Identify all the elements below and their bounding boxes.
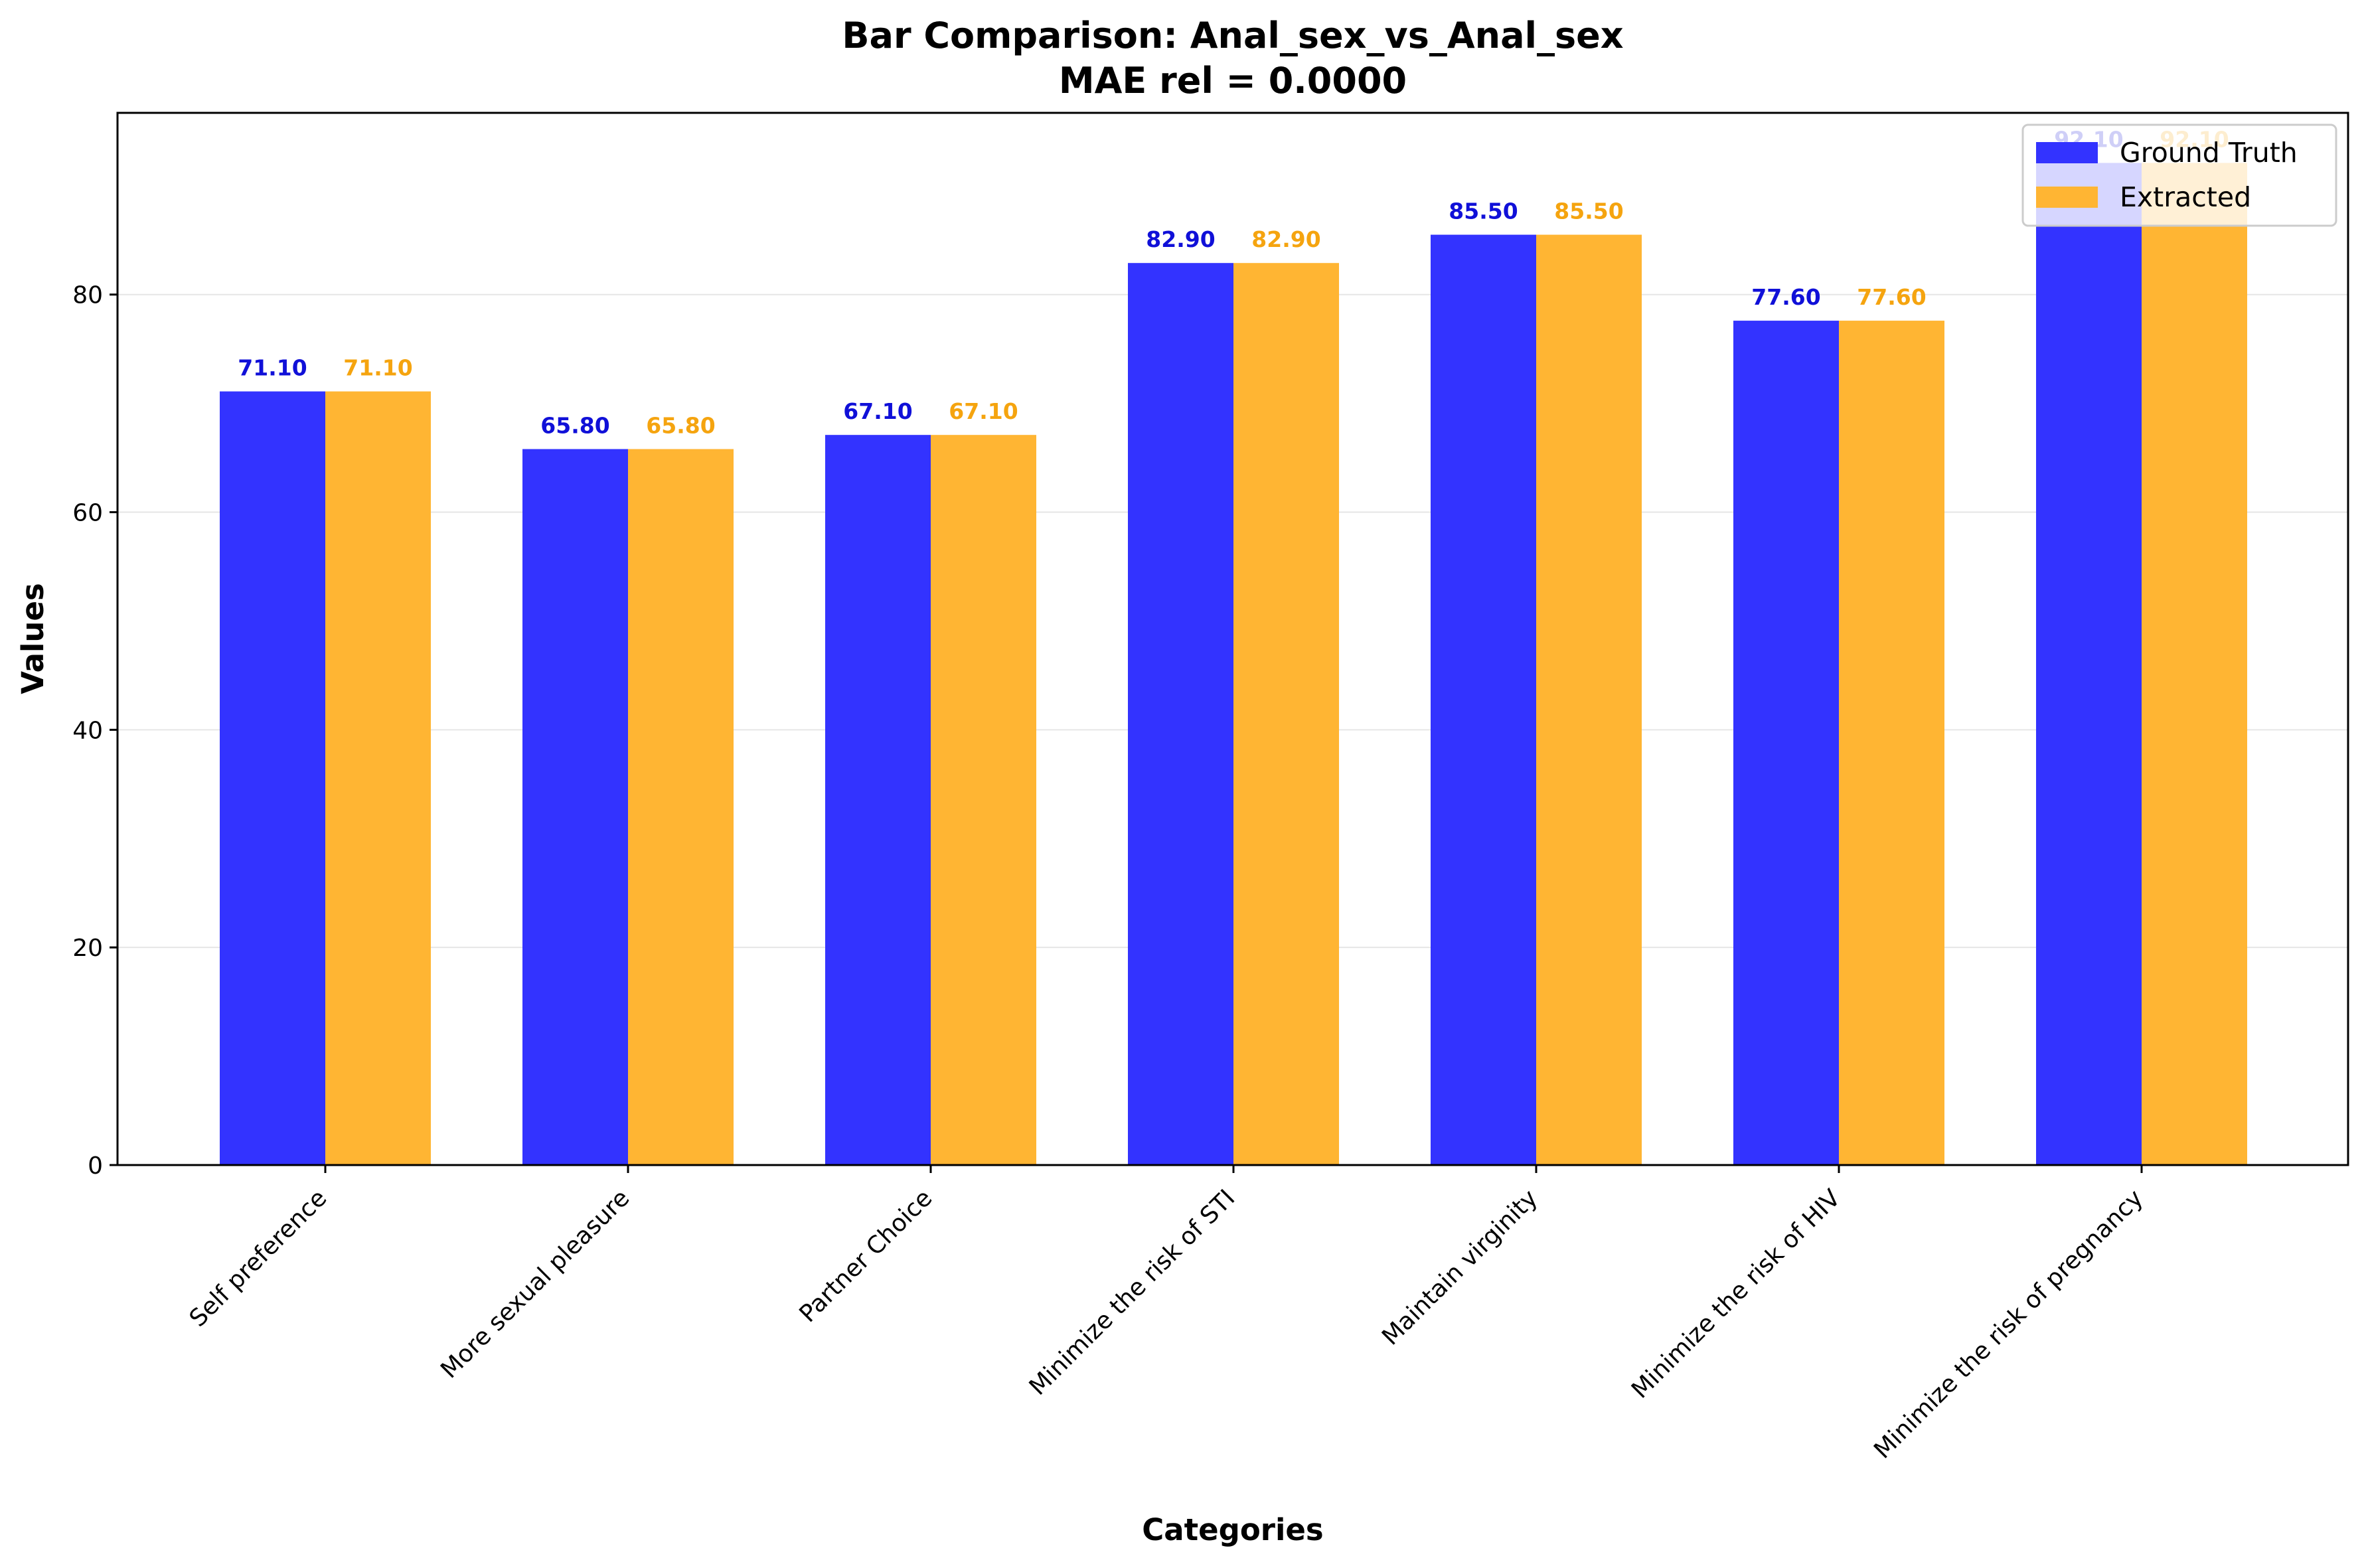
y-tick-label: 40 bbox=[72, 717, 103, 744]
chart-title: Bar Comparison: Anal_sex_vs_Anal_sex bbox=[842, 15, 1623, 56]
x-tick-label: Partner Choice bbox=[795, 1184, 938, 1328]
legend-swatch-extracted bbox=[2036, 187, 2098, 208]
value-label: 82.90 bbox=[1146, 226, 1215, 252]
bar-extracted bbox=[1536, 234, 1642, 1165]
x-tick-label: Minimize the risk of HIV bbox=[1626, 1184, 1846, 1404]
bar-extracted bbox=[931, 435, 1036, 1165]
bars bbox=[220, 163, 2247, 1166]
legend-swatch-ground-truth bbox=[2036, 142, 2098, 163]
y-tick-label: 60 bbox=[72, 500, 103, 527]
x-tick-label: Minimize the risk of pregnancy bbox=[1869, 1184, 2148, 1464]
value-label: 77.60 bbox=[1751, 284, 1820, 310]
bar-extracted bbox=[325, 391, 431, 1165]
bar-ground-truth bbox=[220, 391, 325, 1165]
y-tick-label: 20 bbox=[72, 935, 103, 962]
legend: Ground Truth Extracted bbox=[2021, 123, 2337, 227]
bar-extracted bbox=[1839, 321, 1944, 1166]
value-label: 67.10 bbox=[843, 398, 912, 424]
bar-extracted bbox=[2142, 163, 2247, 1165]
bar-ground-truth bbox=[2036, 163, 2142, 1165]
y-tick-label: 80 bbox=[72, 282, 103, 309]
bar-ground-truth bbox=[1128, 263, 1233, 1165]
value-label: 82.90 bbox=[1251, 226, 1320, 252]
value-label: 85.50 bbox=[1449, 198, 1518, 224]
bar-ground-truth bbox=[1431, 234, 1536, 1165]
legend-box bbox=[2021, 123, 2337, 227]
value-label: 65.80 bbox=[540, 412, 609, 438]
bar-extracted bbox=[1233, 263, 1339, 1165]
value-label: 71.10 bbox=[238, 355, 307, 381]
x-tick-label: Maintain virginity bbox=[1377, 1184, 1543, 1350]
x-tick-label: Minimize the risk of STI bbox=[1024, 1184, 1241, 1401]
bar-ground-truth bbox=[825, 435, 931, 1165]
x-axis: Self preference More sexual pleasure Partn… bbox=[185, 1165, 2148, 1464]
x-tick-label: More sexual pleasure bbox=[435, 1184, 635, 1383]
x-axis-label: Categories bbox=[1142, 1512, 1323, 1547]
y-axis-label: Values bbox=[15, 583, 50, 694]
value-labels: 71.10 71.10 65.80 65.80 67.10 67.10 82.90 82.90… bbox=[238, 126, 2229, 438]
value-label: 67.10 bbox=[949, 398, 1018, 424]
bar-extracted bbox=[628, 449, 734, 1166]
value-label: 71.10 bbox=[343, 355, 412, 381]
x-tick-label: Self preference bbox=[185, 1184, 333, 1332]
y-axis: 0 20 40 60 80 bbox=[72, 282, 118, 1180]
chart-subtitle: MAE rel = 0.0000 bbox=[1059, 60, 1407, 102]
value-label: 77.60 bbox=[1857, 284, 1926, 310]
value-label: 65.80 bbox=[646, 412, 715, 438]
legend-label-extracted: Extracted bbox=[2120, 181, 2251, 213]
y-tick-label: 0 bbox=[88, 1152, 103, 1180]
value-label: 85.50 bbox=[1554, 198, 1623, 224]
legend-label-ground-truth: Ground Truth bbox=[2120, 137, 2298, 169]
bar-ground-truth bbox=[522, 449, 628, 1166]
bar-ground-truth bbox=[1733, 321, 1839, 1166]
